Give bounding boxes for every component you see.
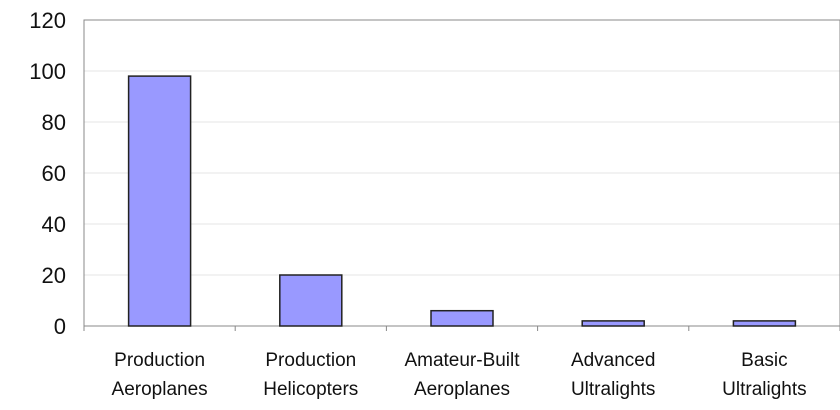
x-tick-label-line: Aeroplanes: [414, 379, 510, 400]
bar: [732, 320, 797, 327]
x-tick-label: Production Helicopters: [263, 350, 358, 400]
x-tick-label-line: Aeroplanes: [112, 379, 208, 400]
y-axis: 0 20 40 60 80 100 120: [29, 8, 66, 339]
x-tick-label: Basic Ultralights: [722, 350, 806, 400]
bar: [127, 75, 192, 327]
y-tick-label: 100: [29, 59, 66, 84]
x-tick-label-line: Production: [265, 350, 356, 371]
x-tick-label-line: Basic: [741, 350, 787, 371]
x-tick-label-line: Helicopters: [263, 379, 358, 400]
x-axis: Production Aeroplanes Production Helicopter…: [112, 350, 807, 400]
y-tick-label: 20: [42, 263, 66, 288]
y-tick-label: 40: [42, 212, 66, 237]
x-tick-label: Advanced Ultralights: [571, 350, 656, 400]
x-tick-label-line: Ultralights: [571, 379, 655, 400]
y-tick-label: 80: [42, 110, 66, 135]
x-tick-label-line: Amateur-Built: [404, 350, 520, 371]
bars: [127, 75, 797, 327]
bar: [430, 309, 494, 327]
y-tick-label: 120: [29, 8, 66, 33]
x-tick-label-line: Production: [114, 350, 205, 371]
x-tick-label-line: Advanced: [571, 350, 656, 371]
x-axis-ticks: [83, 326, 840, 331]
y-tick-label: 60: [42, 161, 66, 186]
bar: [279, 274, 343, 327]
x-tick-label: Amateur-Built Aeroplanes: [404, 350, 520, 400]
y-tick-label: 0: [54, 314, 66, 339]
x-tick-label: Production Aeroplanes: [112, 350, 208, 400]
bar: [581, 320, 645, 327]
x-tick-label-line: Ultralights: [722, 379, 806, 400]
gridlines: [84, 19, 840, 276]
